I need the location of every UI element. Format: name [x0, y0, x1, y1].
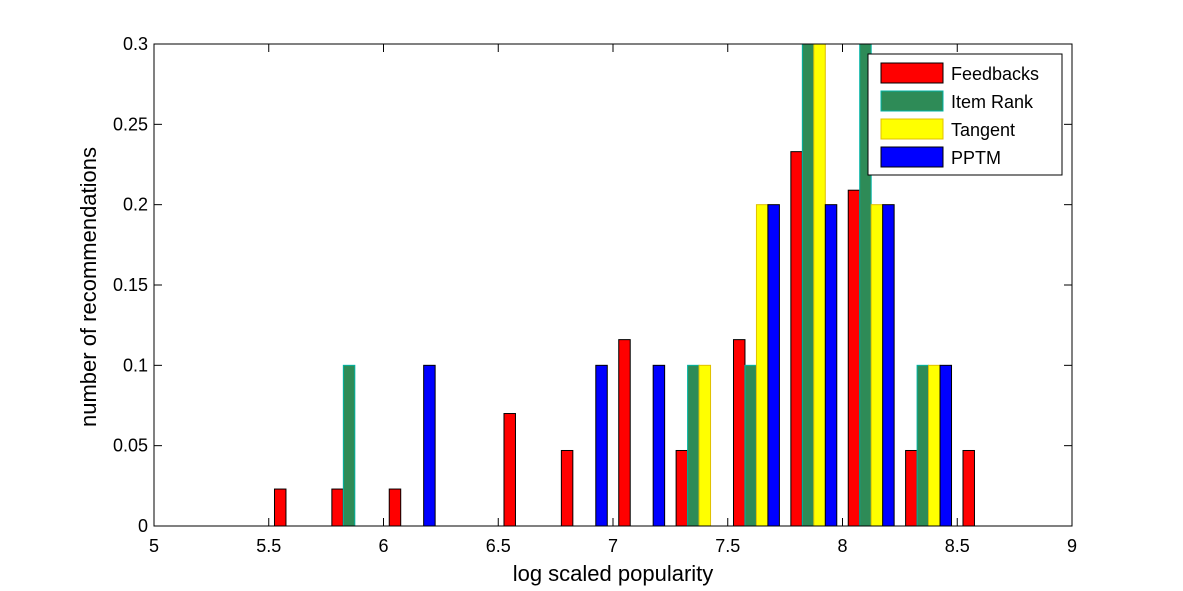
- bar-tangent-9: [698, 364, 712, 527]
- bar-pptm-4: [423, 364, 436, 527]
- bar-pptm-8: [652, 364, 666, 527]
- bar-tangent-12: [870, 204, 884, 527]
- bar-feedbacks-3: [331, 488, 344, 527]
- bar-item-rank-10: [744, 364, 757, 527]
- bars-layer: [273, 43, 975, 527]
- legend-swatch-pptm: [880, 146, 944, 168]
- legend-swatch-feedbacks: [880, 62, 944, 84]
- y-tick-label: 0.1: [123, 355, 148, 375]
- bar-feedbacks-2: [273, 488, 287, 527]
- bar-item-rank-11: [801, 43, 815, 527]
- y-tick-label: 0.3: [123, 34, 148, 54]
- x-tick-label: 7.5: [715, 536, 740, 556]
- bar-feedbacks-9: [675, 449, 689, 527]
- x-tick-label: 7: [608, 536, 618, 556]
- x-tick-label: 8: [837, 536, 847, 556]
- y-tick-label: 0.2: [123, 195, 148, 215]
- x-axis-label: log scaled popularity: [513, 561, 714, 586]
- bar-feedbacks-12: [847, 189, 861, 527]
- bar-pptm-11: [824, 204, 838, 527]
- y-tick-label: 0: [138, 516, 148, 536]
- x-tick-label: 6: [378, 536, 388, 556]
- bar-feedbacks-7: [560, 449, 574, 527]
- legend-swatch-tangent: [880, 118, 944, 140]
- bar-tangent-11: [813, 43, 826, 527]
- y-tick-label: 0.25: [113, 114, 148, 134]
- bar-pptm-10: [767, 204, 780, 527]
- legend: Feedbacks Item Rank Tangent PPTM: [867, 53, 1063, 176]
- bar-feedbacks-13: [905, 449, 918, 527]
- y-tick-label: 0.15: [113, 275, 148, 295]
- bar-pptm-12: [882, 204, 895, 527]
- bar-feedbacks-11: [790, 151, 803, 527]
- x-tick-label: 5.5: [256, 536, 281, 556]
- x-tick-label: 5: [149, 536, 159, 556]
- bar-tangent-13: [928, 364, 941, 527]
- bar-item-rank-9: [687, 364, 700, 527]
- legend-swatch-item-rank: [880, 90, 944, 112]
- y-axis-label: number of recommendations: [76, 147, 101, 427]
- x-axis: 5 5.5 6 6.5 7 7.5 8 8.5 9: [149, 44, 1077, 556]
- legend-label-item-rank: Item Rank: [951, 92, 1034, 112]
- legend-label-feedbacks: Feedbacks: [951, 64, 1039, 84]
- bar-feedbacks-6: [503, 413, 516, 527]
- x-tick-label: 9: [1067, 536, 1077, 556]
- bar-item-rank-3: [342, 364, 356, 527]
- y-axis: 0 0.05 0.1 0.15 0.2 0.25 0.3: [113, 34, 1072, 536]
- x-tick-label: 6.5: [486, 536, 511, 556]
- bar-feedbacks-4: [388, 488, 402, 527]
- bar-feedbacks-14: [962, 449, 975, 527]
- legend-label-tangent: Tangent: [951, 120, 1015, 140]
- bar-pptm-7: [595, 364, 608, 527]
- bar-pptm-13: [939, 364, 953, 527]
- bar-feedbacks-8: [618, 339, 631, 527]
- y-tick-label: 0.05: [113, 436, 148, 456]
- bar-feedbacks-10: [732, 339, 746, 527]
- bar-tangent-10: [755, 204, 769, 527]
- x-tick-label: 8.5: [945, 536, 970, 556]
- legend-label-pptm: PPTM: [951, 148, 1001, 168]
- bar-item-rank-13: [916, 364, 930, 527]
